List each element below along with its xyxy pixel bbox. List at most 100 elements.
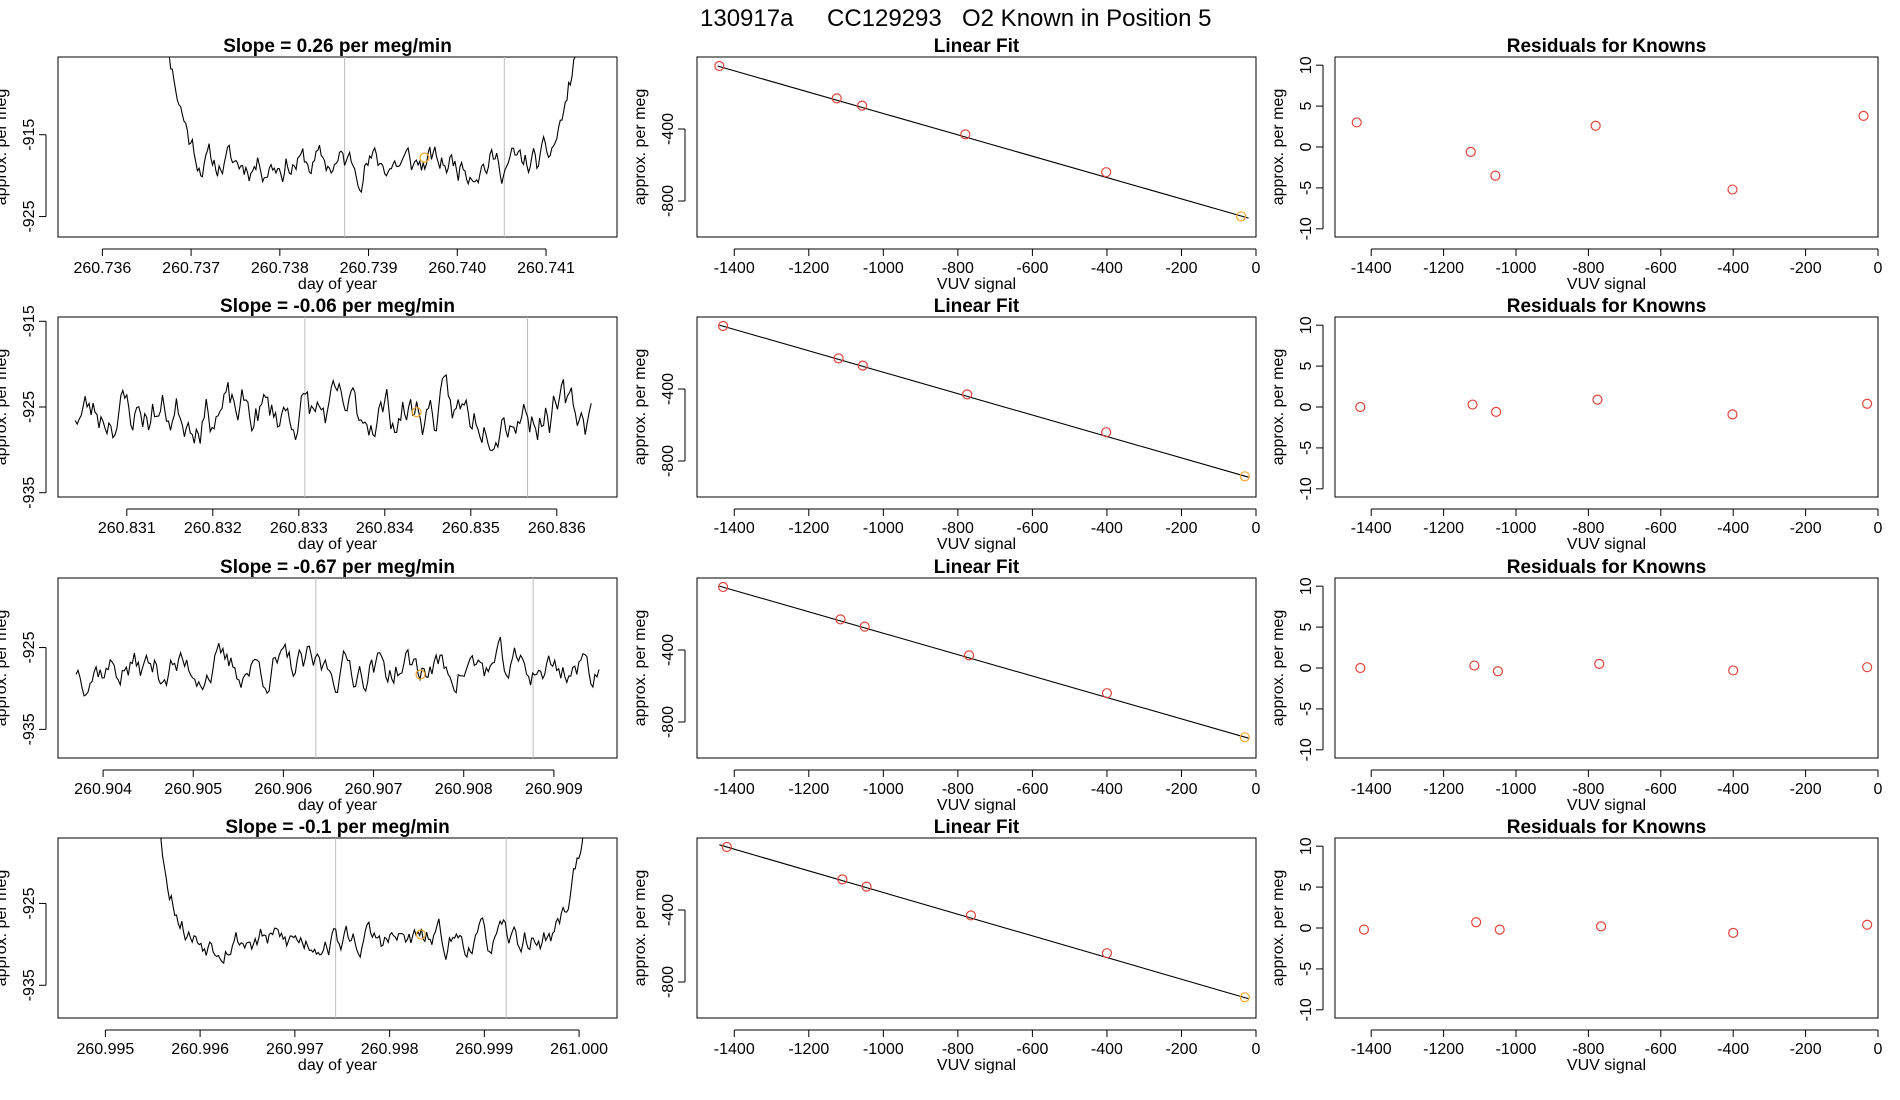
panel-title: Residuals for Knowns: [1507, 296, 1707, 317]
x-tick-label: -800: [942, 781, 974, 798]
x-tick-label: -400: [1717, 781, 1749, 798]
x-tick-label: -1200: [1423, 520, 1464, 537]
panel-title: Residuals for Knowns: [1507, 557, 1707, 578]
plot-area: [1358, 917, 1873, 939]
panel-linear_fit-row-3: Linear Fit -1400 -1200 -1000 -800 -600 -400 -20…: [632, 817, 1261, 1074]
y-tick-label: -5: [1298, 962, 1315, 976]
x-tick-label: -1200: [1423, 260, 1464, 277]
data-point: [1862, 662, 1873, 673]
x-tick-label: 0: [1874, 1041, 1883, 1058]
plot-frame: [57, 837, 618, 1019]
x-axis-label: VUV signal: [937, 1057, 1016, 1074]
main-title-cylinder: CC129293: [827, 5, 942, 32]
y-axis-label: approx. per meg: [632, 89, 649, 206]
x-tick-label: 260.909: [525, 781, 583, 798]
panel-residuals-row-1: Residuals for Knowns-1400 -1200 -1000 -800-…: [1270, 296, 1883, 553]
plot-frame: [1334, 316, 1879, 498]
x-tick-label: -600: [1645, 520, 1677, 537]
x-axis-label: VUV signal: [1567, 536, 1646, 553]
panel-residuals-row-0: Residuals for Knowns-1400 -1200 -1000 -800-…: [1270, 36, 1883, 293]
data-point: [1235, 211, 1247, 222]
y-tick-label: -800: [660, 445, 677, 477]
x-axis-label: day of year: [298, 797, 378, 814]
panel-residuals-row-3: Residuals for Knowns-1400 -1200 -1000 -800-…: [1270, 817, 1883, 1074]
data-point: [861, 881, 872, 892]
y-tick-label: 10: [1298, 837, 1315, 855]
x-tick-label: -1400: [714, 260, 755, 277]
data-point: [833, 353, 844, 364]
x-tick-label: -600: [1016, 260, 1048, 277]
data-point: [1492, 666, 1504, 677]
plot-frame: [57, 316, 618, 498]
x-axis-label: day of year: [298, 536, 378, 553]
y-axis-label: approx. per meg: [632, 610, 649, 727]
x-tick-label: -400: [1717, 1041, 1749, 1058]
y-tick-label: -400: [660, 894, 677, 926]
panel-title: Linear Fit: [934, 36, 1020, 57]
panel-title: Residuals for Knowns: [1507, 36, 1707, 57]
x-tick-label: -1000: [863, 520, 904, 537]
x-tick-label: 260.831: [98, 520, 156, 537]
y-tick-label: -925: [21, 200, 38, 232]
plot-frame: [696, 577, 1257, 759]
data-point: [1467, 399, 1478, 410]
x-tick-label: 260.906: [254, 781, 312, 798]
x-axis-label: VUV signal: [937, 797, 1016, 814]
x-tick-label: -1400: [714, 1041, 755, 1058]
fit-line: [719, 585, 1249, 739]
y-tick-label: -400: [660, 113, 677, 145]
plot-frame: [696, 316, 1257, 498]
x-tick-label: -1200: [788, 1041, 829, 1058]
x-tick-label: 260.739: [340, 260, 398, 277]
data-point: [1594, 658, 1605, 670]
x-tick-label: -200: [1790, 260, 1822, 277]
x-tick-label: 260.736: [73, 260, 131, 277]
main-title-date: 130917a: [700, 5, 794, 32]
panel-linear_fit-row-1: Linear Fit -1400 -1200 -1000 -800 -600 -400 -20…: [632, 296, 1261, 553]
x-tick-label: 260.741: [517, 260, 575, 277]
data-point: [1351, 117, 1362, 128]
x-tick-label: 260.908: [435, 781, 493, 798]
panel-grid: Slope = 0.26 per meg/min 260.736 260.737 26…: [0, 36, 1883, 1074]
data-point: [1494, 924, 1505, 935]
signal-trace: [168, 57, 576, 194]
data-point: [1728, 665, 1739, 676]
x-tick-label: -400: [1091, 260, 1123, 277]
x-tick-label: 260.999: [455, 1041, 513, 1058]
y-tick-label: 5: [1298, 362, 1315, 371]
x-tick-label: 260.835: [442, 520, 500, 537]
data-point: [962, 389, 973, 400]
data-point: [1355, 401, 1366, 413]
x-tick-label: -600: [1645, 781, 1677, 798]
plot-frame: [57, 577, 618, 759]
data-point: [1471, 917, 1482, 928]
x-tick-label: 260.833: [270, 520, 328, 537]
plot-area: [74, 317, 592, 497]
y-axis-label: approx. per meg: [0, 349, 10, 466]
x-tick-label: 260.834: [356, 520, 414, 537]
plot-frame: [57, 56, 618, 238]
data-point: [1101, 167, 1112, 178]
y-axis-label: approx. per meg: [0, 610, 10, 727]
x-tick-label: -800: [942, 260, 974, 277]
panel-title: Slope = -0.67 per meg/min: [220, 557, 455, 578]
x-tick-label: 0: [1252, 781, 1261, 798]
data-point: [717, 320, 729, 332]
y-tick-label: -915: [21, 119, 38, 151]
y-tick-label: -10: [1298, 998, 1315, 1021]
x-axis-label: day of year: [298, 1057, 378, 1074]
x-tick-label: -1200: [788, 781, 829, 798]
x-tick-label: -1400: [1351, 781, 1392, 798]
x-tick-label: 0: [1874, 781, 1883, 798]
plot-area: [714, 60, 1249, 222]
x-tick-label: 0: [1252, 1041, 1261, 1058]
x-tick-label: 0: [1874, 260, 1883, 277]
x-tick-label: -600: [1645, 260, 1677, 277]
data-point: [859, 621, 870, 632]
x-tick-label: -200: [1165, 781, 1197, 798]
data-point: [1239, 732, 1250, 743]
panel-linear_fit-row-0: Linear Fit -1400 -1200 -1000 -800 -600 -400 -20…: [632, 36, 1261, 293]
y-axis-label: approx. per meg: [632, 870, 649, 987]
data-point: [721, 841, 732, 853]
x-tick-label: -1400: [714, 781, 755, 798]
